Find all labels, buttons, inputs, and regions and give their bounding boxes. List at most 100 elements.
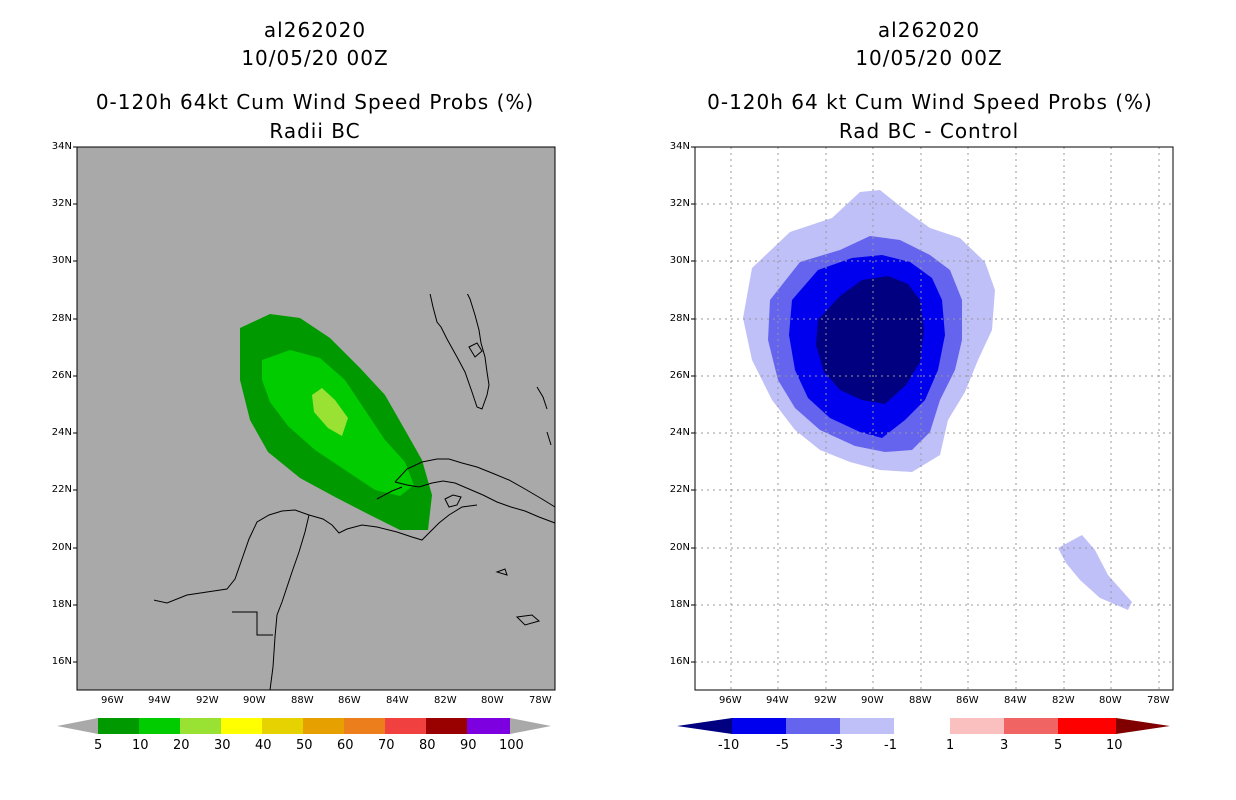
right-colorbar-swatch <box>950 718 1004 734</box>
lat-label: 30N <box>669 255 690 266</box>
right-map-panel <box>694 146 1174 691</box>
right-colorbar-swatch <box>894 718 950 734</box>
left-subtitle: Radii BC <box>269 119 361 143</box>
right-storm-id: al262020 <box>877 18 981 42</box>
lat-label: 18N <box>51 599 72 610</box>
lat-label: 26N <box>51 370 72 381</box>
right-colorbar-label: 1 <box>946 738 955 753</box>
lon-label: 86W <box>956 695 979 706</box>
lat-label: 22N <box>51 484 72 495</box>
left-colorbar-swatch <box>262 718 303 734</box>
right-datetime: 10/05/20 00Z <box>855 46 1003 70</box>
right-colorbar-low-arrow <box>677 718 732 734</box>
left-colorbar-swatch <box>98 718 139 734</box>
lat-label: 32N <box>669 198 690 209</box>
lat-label: 24N <box>669 427 690 438</box>
left-colorbar-swatch <box>221 718 262 734</box>
lat-label: 20N <box>669 542 690 553</box>
left-prob-20-30 <box>312 388 348 436</box>
lon-label: 80W <box>481 695 504 706</box>
lon-label: 96W <box>101 695 124 706</box>
right-colorbar-label: -5 <box>776 738 789 753</box>
right-map-frame <box>694 146 1174 691</box>
right-subtitle: Rad BC - Control <box>838 119 1020 143</box>
lat-label: 24N <box>51 427 72 438</box>
lon-label: 92W <box>814 695 837 706</box>
lat-label: 28N <box>51 313 72 324</box>
right-colorbar-swatch <box>1058 718 1116 734</box>
left-colorbar-swatch <box>426 718 467 734</box>
lon-label: 96W <box>719 695 742 706</box>
right-colorbar-label: -3 <box>830 738 843 753</box>
lat-label: 34N <box>51 141 72 152</box>
lat-label: 26N <box>669 370 690 381</box>
left-colorbar-swatch <box>139 718 180 734</box>
left-colorbar <box>57 718 551 734</box>
right-colorbar-label: -1 <box>884 738 897 753</box>
left-colorbar-label: 70 <box>378 738 395 753</box>
lat-label: 18N <box>669 599 690 610</box>
lat-label: 34N <box>669 141 690 152</box>
left-colorbar-label: 20 <box>173 738 190 753</box>
lon-label: 90W <box>243 695 266 706</box>
right-colorbar-label: -10 <box>718 738 740 753</box>
left-colorbar-high-arrow <box>510 718 551 734</box>
left-colorbar-label: 60 <box>337 738 354 753</box>
lon-label: 80W <box>1099 695 1122 706</box>
right-colorbar-swatch <box>732 718 786 734</box>
left-colorbar-label: 40 <box>255 738 272 753</box>
right-colorbar-swatch <box>840 718 894 734</box>
right-colorbar-high-arrow <box>1116 718 1170 734</box>
lat-label: 32N <box>51 198 72 209</box>
lat-label: 30N <box>51 255 72 266</box>
left-colorbar-label: 50 <box>296 738 313 753</box>
left-colorbar-label: 90 <box>460 738 477 753</box>
lon-label: 92W <box>196 695 219 706</box>
right-graticule <box>695 147 1173 690</box>
lon-label: 94W <box>766 695 789 706</box>
lon-label: 84W <box>1004 695 1027 706</box>
left-colorbar-label: 30 <box>214 738 231 753</box>
left-colorbar-swatch <box>467 718 510 734</box>
left-colorbar-low-arrow <box>57 718 98 734</box>
right-colorbar-label: 5 <box>1054 738 1063 753</box>
left-map-panel <box>76 146 556 691</box>
left-colorbar-label: 80 <box>419 738 436 753</box>
left-datetime: 10/05/20 00Z <box>241 46 389 70</box>
lat-label: 28N <box>669 313 690 324</box>
lat-label: 16N <box>669 656 690 667</box>
axis-ticks <box>73 146 695 663</box>
lat-label: 20N <box>51 542 72 553</box>
lon-label: 86W <box>338 695 361 706</box>
left-colorbar-swatch <box>180 718 221 734</box>
left-colorbar-swatch <box>303 718 344 734</box>
left-colorbar-label: 100 <box>499 738 524 753</box>
left-colorbar-swatch <box>344 718 385 734</box>
lon-label: 78W <box>529 695 552 706</box>
lon-label: 94W <box>148 695 171 706</box>
left-colorbar-label: 10 <box>132 738 149 753</box>
left-map-frame <box>76 146 556 691</box>
right-colorbar-swatch <box>786 718 840 734</box>
lon-label: 82W <box>434 695 457 706</box>
lat-label: 22N <box>669 484 690 495</box>
right-colorbar-label: 10 <box>1106 738 1123 753</box>
right-diff-minus1-minus3-se <box>1058 535 1132 610</box>
right-colorbar-label: 3 <box>1000 738 1009 753</box>
left-colorbar-label: 5 <box>94 738 103 753</box>
right-title: 0-120h 64 kt Cum Wind Speed Probs (%) <box>707 90 1153 114</box>
left-colorbar-swatch <box>385 718 426 734</box>
lon-label: 90W <box>861 695 884 706</box>
right-diff-below-minus10 <box>816 276 924 404</box>
right-colorbar <box>677 718 1170 734</box>
lon-label: 82W <box>1052 695 1075 706</box>
lon-label: 84W <box>386 695 409 706</box>
lat-label: 16N <box>51 656 72 667</box>
right-colorbar-swatch <box>1004 718 1058 734</box>
left-storm-id: al262020 <box>263 18 367 42</box>
lon-label: 88W <box>909 695 932 706</box>
lon-label: 78W <box>1147 695 1170 706</box>
left-title: 0-120h 64kt Cum Wind Speed Probs (%) <box>95 90 535 114</box>
lon-label: 88W <box>291 695 314 706</box>
